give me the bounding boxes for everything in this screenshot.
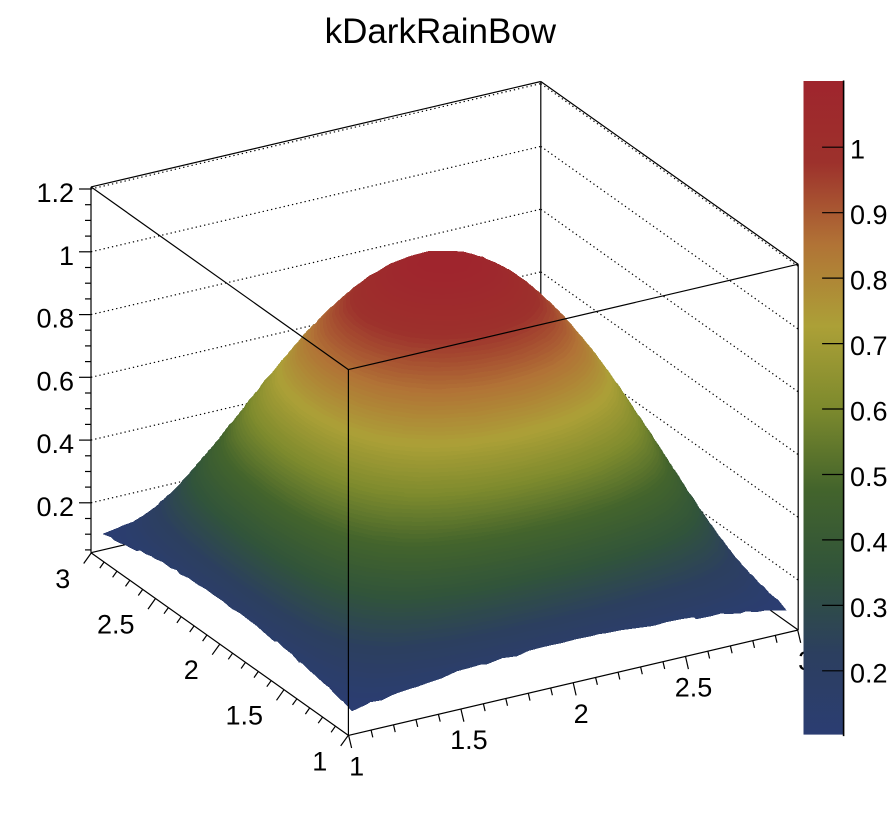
svg-text:2: 2 [574,699,589,729]
svg-text:0.6: 0.6 [850,397,888,427]
svg-text:0.2: 0.2 [36,492,74,522]
svg-text:1: 1 [850,135,865,165]
svg-text:0.9: 0.9 [850,200,888,230]
svg-text:2.5: 2.5 [97,610,135,640]
svg-text:0.4: 0.4 [850,527,888,557]
svg-text:1: 1 [59,241,74,271]
svg-text:0.5: 0.5 [850,462,888,492]
svg-text:0.8: 0.8 [36,304,74,334]
svg-text:1.5: 1.5 [450,725,488,755]
svg-text:0.2: 0.2 [850,658,888,688]
svg-text:1.2: 1.2 [36,178,74,208]
svg-text:3: 3 [55,564,70,594]
svg-text:0.7: 0.7 [850,331,888,361]
svg-text:0.3: 0.3 [850,593,888,623]
svg-text:2: 2 [184,655,199,685]
svg-text:1.5: 1.5 [225,701,263,731]
svg-text:1: 1 [312,746,327,776]
svg-text:0.8: 0.8 [850,266,888,296]
svg-text:2.5: 2.5 [675,673,713,703]
svg-text:0.4: 0.4 [36,429,74,459]
svg-text:kDarkRainBow: kDarkRainBow [325,12,557,51]
svg-text:1: 1 [349,751,364,781]
svg-text:0.6: 0.6 [36,366,74,396]
